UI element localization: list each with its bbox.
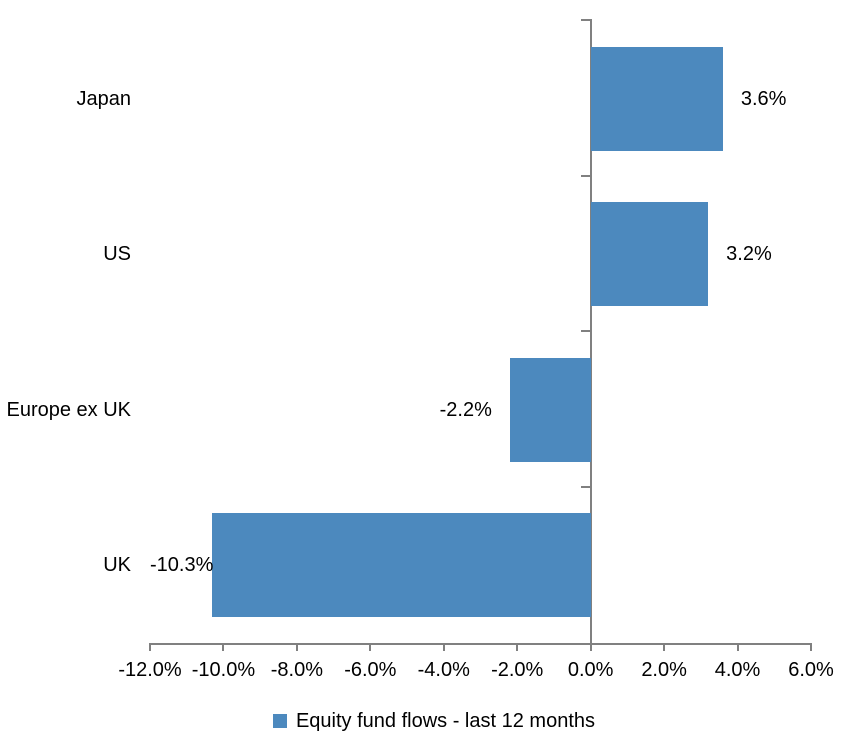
value-axis-tick bbox=[295, 643, 298, 651]
value-label: -10.3% bbox=[150, 554, 214, 577]
category-label: Europe ex UK bbox=[6, 398, 131, 421]
value-axis-tick-label: -8.0% bbox=[270, 659, 323, 681]
category-axis-tick bbox=[580, 485, 590, 488]
value-axis-tick bbox=[516, 643, 519, 651]
category-axis-tick bbox=[580, 174, 590, 177]
bar-uk bbox=[212, 513, 591, 618]
value-axis-tick-label: 2.0% bbox=[641, 659, 687, 681]
category-axis-tick bbox=[580, 19, 590, 21]
value-label: -2.2% bbox=[439, 398, 492, 421]
value-axis-tick bbox=[736, 643, 739, 651]
value-axis-tick bbox=[663, 643, 666, 651]
value-axis-tick bbox=[442, 643, 445, 651]
value-axis-tick-label: 0.0% bbox=[567, 659, 614, 681]
legend-label: Equity fund flows - last 12 months bbox=[295, 709, 596, 732]
legend-marker-icon bbox=[272, 714, 287, 728]
value-axis-tick-label: -6.0% bbox=[344, 659, 397, 681]
value-axis-tick bbox=[369, 643, 372, 651]
value-axis-tick-label: -12.0% bbox=[118, 659, 182, 681]
category-axis-line bbox=[589, 19, 592, 643]
bar-japan bbox=[590, 46, 723, 151]
category-label: Japan bbox=[76, 87, 132, 110]
value-axis-tick bbox=[810, 643, 812, 651]
value-axis-tick-label: -2.0% bbox=[491, 659, 544, 681]
category-axis-tick bbox=[580, 330, 590, 332]
value-axis-tick-label: 6.0% bbox=[788, 659, 834, 681]
bar-us bbox=[590, 202, 709, 307]
value-axis-tick bbox=[589, 643, 592, 651]
value-axis-line bbox=[149, 643, 812, 645]
value-axis-tick-label: 4.0% bbox=[714, 659, 761, 681]
category-label: UK bbox=[103, 554, 131, 577]
legend: Equity fund flows - last 12 months bbox=[0, 707, 852, 735]
value-label: 3.6% bbox=[740, 87, 787, 110]
value-axis-tick bbox=[222, 643, 225, 651]
value-axis-tick-label: -4.0% bbox=[417, 659, 470, 681]
category-label: US bbox=[103, 243, 131, 266]
value-axis-tick bbox=[149, 643, 151, 651]
value-axis-tick-label: -10.0% bbox=[191, 659, 256, 681]
bar-europe-ex-uk bbox=[509, 357, 591, 462]
value-label: 3.2% bbox=[726, 243, 772, 266]
